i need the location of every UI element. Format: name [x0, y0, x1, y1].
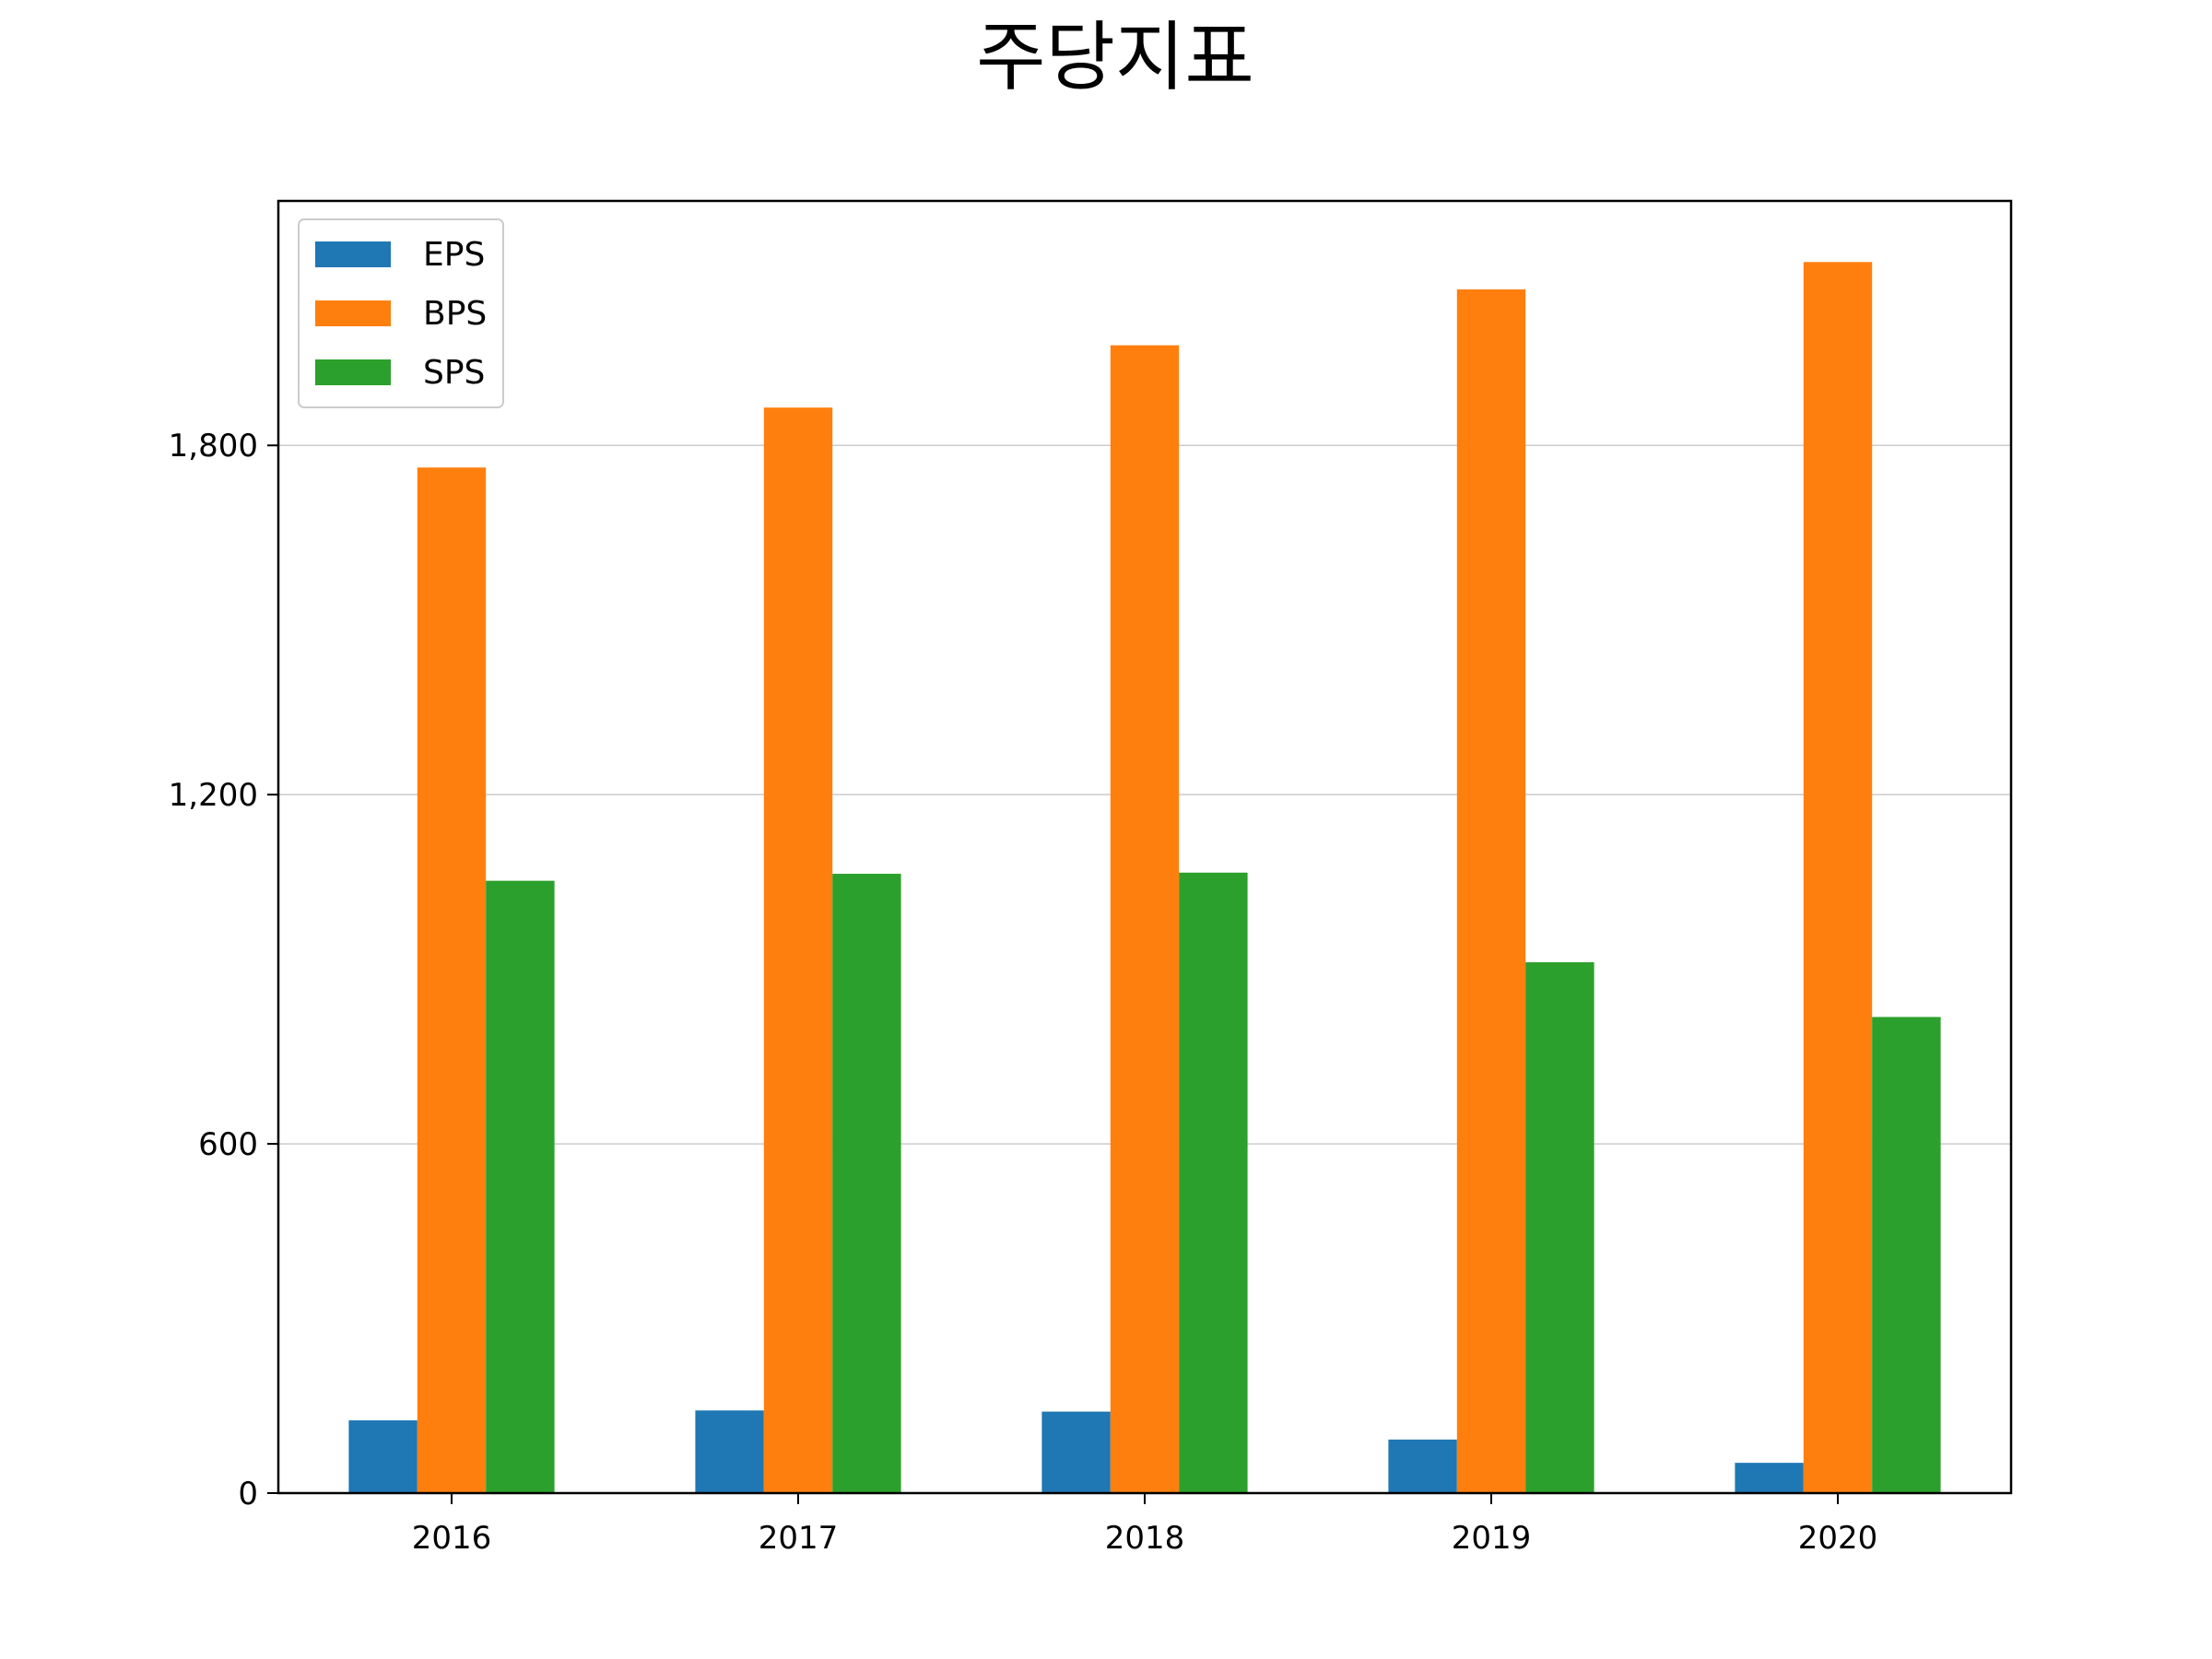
x-tick-label: 2020	[1798, 1520, 1878, 1557]
bar-bps-2017	[763, 407, 833, 1493]
legend-swatch-eps	[315, 241, 391, 267]
x-tick-label: 2016	[412, 1520, 492, 1557]
bars	[348, 262, 1941, 1494]
bar-bps-2018	[1110, 345, 1180, 1493]
bar-eps-2019	[1388, 1439, 1457, 1493]
axes: 0 600 1,200 1,800 2016 2017 2018 2019 2020	[169, 199, 2013, 1557]
bar-eps-2017	[695, 1410, 764, 1493]
bar-eps-2020	[1735, 1463, 1804, 1493]
y-tick-label: 1,200	[169, 777, 258, 814]
legend-label-eps: EPS	[423, 236, 485, 274]
bar-sps-2017	[832, 874, 901, 1493]
legend-swatch-sps	[315, 359, 391, 385]
bar-sps-2016	[486, 880, 555, 1493]
bar-bps-2016	[417, 467, 487, 1493]
y-tick-label: 0	[238, 1476, 258, 1512]
bar-eps-2018	[1041, 1411, 1111, 1493]
legend-label-sps: SPS	[423, 354, 485, 392]
bar-bps-2019	[1456, 288, 1526, 1493]
legend-label-bps: BPS	[423, 295, 487, 333]
bar-sps-2020	[1872, 1017, 1941, 1493]
x-tick-label: 2017	[759, 1520, 839, 1557]
legend-swatch-bps	[315, 300, 391, 326]
legend: EPS BPS SPS	[298, 218, 504, 408]
x-tick-label: 2019	[1452, 1520, 1532, 1557]
bar-sps-2019	[1525, 962, 1594, 1493]
bar-bps-2020	[1803, 262, 1873, 1494]
bar-sps-2018	[1179, 872, 1248, 1493]
y-tick-label: 1,800	[169, 428, 258, 465]
bar-eps-2016	[348, 1420, 418, 1493]
x-tick-label: 2018	[1105, 1520, 1185, 1557]
y-tick-label: 600	[198, 1126, 258, 1163]
chart-title: 주당지표	[976, 14, 1254, 101]
